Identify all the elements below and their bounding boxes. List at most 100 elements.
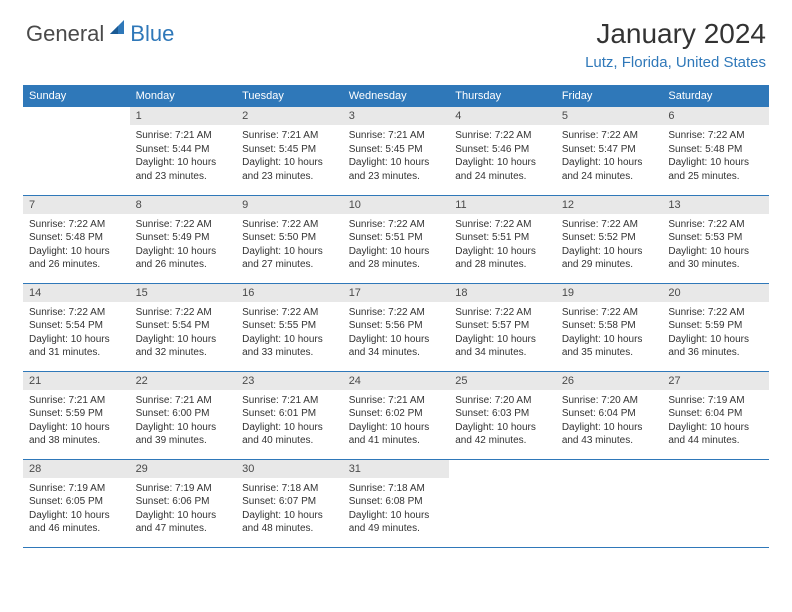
daylight-label: Daylight: xyxy=(562,246,601,257)
sunset-line: Sunset: 5:51 PM xyxy=(349,231,444,245)
sunset-value: 5:54 PM xyxy=(66,320,103,331)
calendar-day-cell: 16Sunrise: 7:22 AMSunset: 5:55 PMDayligh… xyxy=(236,283,343,371)
daylight-label: Daylight: xyxy=(349,334,388,345)
daylight-line: Daylight: 10 hours and 24 minutes. xyxy=(562,156,657,183)
day-details: Sunrise: 7:22 AMSunset: 5:50 PMDaylight:… xyxy=(236,214,343,278)
sunset-line: Sunset: 6:08 PM xyxy=(349,495,444,509)
logo-text-2: Blue xyxy=(130,21,174,47)
daylight-line: Daylight: 10 hours and 36 minutes. xyxy=(668,333,763,360)
sunset-label: Sunset: xyxy=(349,232,383,243)
sunrise-value: 7:21 AM xyxy=(282,130,319,141)
sunset-line: Sunset: 5:59 PM xyxy=(668,319,763,333)
calendar-week-row: 1Sunrise: 7:21 AMSunset: 5:44 PMDaylight… xyxy=(23,107,769,195)
sunrise-value: 7:21 AM xyxy=(175,395,212,406)
day-number: 6 xyxy=(662,107,769,125)
sunrise-value: 7:22 AM xyxy=(495,307,532,318)
sunset-value: 5:54 PM xyxy=(172,320,209,331)
daylight-line: Daylight: 10 hours and 38 minutes. xyxy=(29,421,124,448)
logo-sail-icon xyxy=(108,18,128,41)
day-number: 7 xyxy=(23,196,130,214)
daylight-line: Daylight: 10 hours and 35 minutes. xyxy=(562,333,657,360)
sunset-label: Sunset: xyxy=(136,232,170,243)
sunset-value: 5:51 PM xyxy=(492,232,529,243)
sunset-line: Sunset: 5:44 PM xyxy=(136,143,231,157)
day-number: 22 xyxy=(130,372,237,390)
calendar-day-cell: 18Sunrise: 7:22 AMSunset: 5:57 PMDayligh… xyxy=(449,283,556,371)
sunset-value: 5:49 PM xyxy=(172,232,209,243)
daylight-line: Daylight: 10 hours and 25 minutes. xyxy=(668,156,763,183)
daylight-label: Daylight: xyxy=(455,157,494,168)
sunrise-value: 7:19 AM xyxy=(175,483,212,494)
sunrise-value: 7:22 AM xyxy=(708,307,745,318)
sunset-line: Sunset: 5:56 PM xyxy=(349,319,444,333)
day-number: 12 xyxy=(556,196,663,214)
calendar-day-cell: 25Sunrise: 7:20 AMSunset: 6:03 PMDayligh… xyxy=(449,371,556,459)
calendar-day-cell: 1Sunrise: 7:21 AMSunset: 5:44 PMDaylight… xyxy=(130,107,237,195)
sunrise-line: Sunrise: 7:22 AM xyxy=(242,218,337,232)
sunset-line: Sunset: 6:04 PM xyxy=(668,407,763,421)
calendar-day-cell: 24Sunrise: 7:21 AMSunset: 6:02 PMDayligh… xyxy=(343,371,450,459)
sunset-label: Sunset: xyxy=(242,496,276,507)
sunrise-value: 7:22 AM xyxy=(282,219,319,230)
sunset-label: Sunset: xyxy=(29,408,63,419)
sunrise-value: 7:21 AM xyxy=(175,130,212,141)
day-details: Sunrise: 7:21 AMSunset: 6:02 PMDaylight:… xyxy=(343,390,450,454)
sunset-label: Sunset: xyxy=(668,144,702,155)
day-details: Sunrise: 7:19 AMSunset: 6:06 PMDaylight:… xyxy=(130,478,237,542)
sunrise-label: Sunrise: xyxy=(349,395,386,406)
sunrise-value: 7:20 AM xyxy=(495,395,532,406)
day-details: Sunrise: 7:19 AMSunset: 6:05 PMDaylight:… xyxy=(23,478,130,542)
day-number: 3 xyxy=(343,107,450,125)
calendar-day-cell xyxy=(23,107,130,195)
calendar-day-cell: 4Sunrise: 7:22 AMSunset: 5:46 PMDaylight… xyxy=(449,107,556,195)
sunrise-label: Sunrise: xyxy=(668,219,705,230)
title-block: January 2024 Lutz, Florida, United State… xyxy=(585,18,766,71)
sunset-label: Sunset: xyxy=(136,408,170,419)
day-details: Sunrise: 7:22 AMSunset: 5:56 PMDaylight:… xyxy=(343,302,450,366)
sunrise-label: Sunrise: xyxy=(242,483,279,494)
calendar-day-cell: 31Sunrise: 7:18 AMSunset: 6:08 PMDayligh… xyxy=(343,459,450,547)
sunrise-label: Sunrise: xyxy=(455,307,492,318)
daylight-label: Daylight: xyxy=(242,246,281,257)
sunset-value: 5:59 PM xyxy=(66,408,103,419)
day-header-friday: Friday xyxy=(556,85,663,107)
sunrise-label: Sunrise: xyxy=(29,307,66,318)
sunset-value: 5:51 PM xyxy=(385,232,422,243)
sunset-value: 5:50 PM xyxy=(279,232,316,243)
sunrise-label: Sunrise: xyxy=(562,307,599,318)
day-details: Sunrise: 7:22 AMSunset: 5:52 PMDaylight:… xyxy=(556,214,663,278)
calendar-day-cell: 6Sunrise: 7:22 AMSunset: 5:48 PMDaylight… xyxy=(662,107,769,195)
calendar-day-cell: 17Sunrise: 7:22 AMSunset: 5:56 PMDayligh… xyxy=(343,283,450,371)
sunset-line: Sunset: 6:02 PM xyxy=(349,407,444,421)
calendar-day-cell: 13Sunrise: 7:22 AMSunset: 5:53 PMDayligh… xyxy=(662,195,769,283)
sunrise-label: Sunrise: xyxy=(668,307,705,318)
sunrise-line: Sunrise: 7:21 AM xyxy=(136,129,231,143)
sunset-label: Sunset: xyxy=(349,408,383,419)
sunrise-value: 7:22 AM xyxy=(68,219,105,230)
sunset-label: Sunset: xyxy=(455,320,489,331)
sunrise-line: Sunrise: 7:22 AM xyxy=(242,306,337,320)
calendar-week-row: 28Sunrise: 7:19 AMSunset: 6:05 PMDayligh… xyxy=(23,459,769,547)
day-number: 30 xyxy=(236,460,343,478)
day-details: Sunrise: 7:22 AMSunset: 5:55 PMDaylight:… xyxy=(236,302,343,366)
calendar-day-cell: 14Sunrise: 7:22 AMSunset: 5:54 PMDayligh… xyxy=(23,283,130,371)
sunset-label: Sunset: xyxy=(668,408,702,419)
sunrise-line: Sunrise: 7:21 AM xyxy=(349,394,444,408)
day-details: Sunrise: 7:21 AMSunset: 5:44 PMDaylight:… xyxy=(130,125,237,189)
day-details: Sunrise: 7:22 AMSunset: 5:53 PMDaylight:… xyxy=(662,214,769,278)
sunrise-line: Sunrise: 7:22 AM xyxy=(29,306,124,320)
sunrise-label: Sunrise: xyxy=(29,395,66,406)
logo: General Blue xyxy=(26,18,174,49)
sunset-label: Sunset: xyxy=(455,408,489,419)
daylight-line: Daylight: 10 hours and 32 minutes. xyxy=(136,333,231,360)
sunrise-line: Sunrise: 7:18 AM xyxy=(242,482,337,496)
sunrise-value: 7:22 AM xyxy=(495,130,532,141)
daylight-line: Daylight: 10 hours and 48 minutes. xyxy=(242,509,337,536)
sunrise-value: 7:18 AM xyxy=(388,483,425,494)
day-details: Sunrise: 7:21 AMSunset: 6:01 PMDaylight:… xyxy=(236,390,343,454)
sunset-label: Sunset: xyxy=(136,496,170,507)
daylight-line: Daylight: 10 hours and 34 minutes. xyxy=(349,333,444,360)
sunrise-value: 7:21 AM xyxy=(282,395,319,406)
sunrise-label: Sunrise: xyxy=(455,395,492,406)
sunrise-label: Sunrise: xyxy=(242,395,279,406)
